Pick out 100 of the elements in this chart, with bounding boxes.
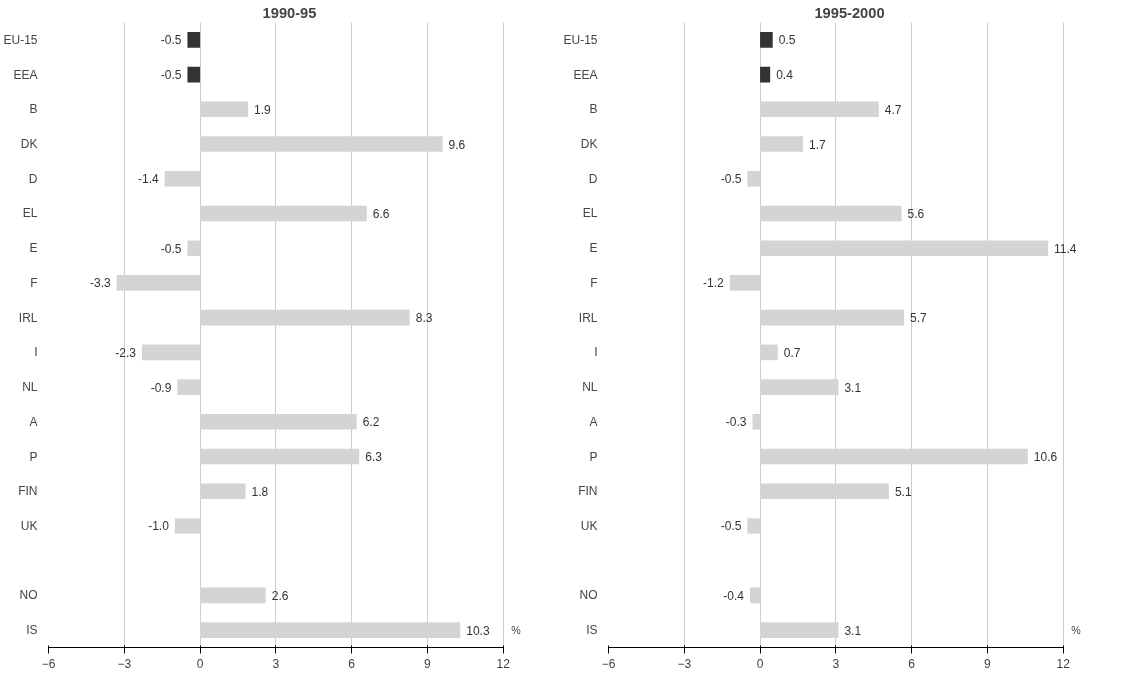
bar xyxy=(177,379,201,395)
data-label: -0.9 xyxy=(150,380,172,395)
data-label: 5.6 xyxy=(907,206,925,221)
x-tick-label: 9 xyxy=(984,656,992,671)
data-label: 1.7 xyxy=(809,137,827,152)
y-tick-label: EL xyxy=(582,206,598,221)
data-label: -0.5 xyxy=(160,68,182,83)
y-tick-label: NO xyxy=(579,588,598,603)
data-label: -2.3 xyxy=(115,345,137,360)
y-tick-label: E xyxy=(589,241,598,256)
bar xyxy=(200,587,266,604)
y-tick-label: DK xyxy=(580,137,598,152)
bar xyxy=(729,275,761,291)
data-label: -1.0 xyxy=(148,519,170,534)
x-tick-label: 3 xyxy=(832,656,840,671)
y-tick-label: DK xyxy=(20,137,38,152)
y-tick-label: A xyxy=(589,414,598,429)
x-tick-label: −3 xyxy=(117,656,132,671)
bar xyxy=(164,170,201,187)
y-tick-label: D xyxy=(28,171,38,186)
chart-title: 1995-2000 xyxy=(814,4,885,21)
bar xyxy=(760,448,1028,465)
data-label: 5.1 xyxy=(894,484,912,499)
x-tick-label: 12 xyxy=(496,656,511,671)
y-tick-label: D xyxy=(588,171,598,186)
data-label: 1.8 xyxy=(251,484,269,499)
data-label: -0.3 xyxy=(725,415,747,430)
y-tick-label: IRL xyxy=(18,310,38,325)
y-tick-label: P xyxy=(589,449,598,464)
bar xyxy=(760,309,905,326)
data-label: 6.3 xyxy=(365,450,383,465)
y-tick-label: NL xyxy=(582,380,598,395)
data-label: -0.5 xyxy=(720,519,742,534)
data-label: 11.4 xyxy=(1054,241,1077,256)
data-label: 1.9 xyxy=(254,102,272,117)
bar xyxy=(760,240,1049,257)
data-label: -1.4 xyxy=(138,172,160,187)
data-label: 8.3 xyxy=(415,311,433,326)
bar xyxy=(760,483,889,500)
x-tick-label: −3 xyxy=(677,656,692,671)
data-label: 9.6 xyxy=(448,137,466,152)
data-label: 3.1 xyxy=(844,623,862,638)
y-tick-label: P xyxy=(29,449,38,464)
data-label: -0.5 xyxy=(720,172,742,187)
y-tick-label: IS xyxy=(586,623,598,638)
x-tick-label: 0 xyxy=(756,656,764,671)
y-tick-label: EU-15 xyxy=(3,32,38,47)
data-label: 5.7 xyxy=(910,311,928,326)
y-tick-label: EEA xyxy=(13,67,38,82)
data-label: 4.7 xyxy=(884,102,902,117)
bar xyxy=(760,136,804,152)
data-label: 0.5 xyxy=(778,33,796,48)
data-label: -0.5 xyxy=(160,33,182,48)
x-tick-label: −6 xyxy=(601,656,616,671)
bar xyxy=(187,240,201,257)
bar xyxy=(200,483,246,500)
chart-title: 1990-95 xyxy=(262,4,317,21)
bar xyxy=(747,518,761,534)
bar xyxy=(760,205,902,222)
x-tick-label: 6 xyxy=(348,656,356,671)
y-tick-label: NL xyxy=(22,380,38,395)
bar xyxy=(760,622,839,638)
y-tick-label: I xyxy=(34,345,38,360)
x-tick-label: −6 xyxy=(41,656,56,671)
data-label: 10.6 xyxy=(1033,450,1058,465)
y-tick-label: EEA xyxy=(573,67,598,82)
bar xyxy=(200,205,367,222)
y-tick-label: IS xyxy=(26,623,38,638)
y-tick-label: NO xyxy=(19,588,38,603)
y-tick-label: UK xyxy=(580,518,598,533)
x-tick-label: 6 xyxy=(908,656,916,671)
bar xyxy=(174,518,201,534)
data-label: -0.5 xyxy=(160,241,182,256)
x-tick-label: 9 xyxy=(424,656,432,671)
bar xyxy=(200,101,249,118)
y-tick-label: FIN xyxy=(578,484,598,499)
y-tick-label: B xyxy=(589,102,598,117)
y-tick-label: E xyxy=(29,241,38,256)
data-label: 6.6 xyxy=(372,206,390,221)
data-label: 2.6 xyxy=(271,588,289,603)
bar xyxy=(200,622,461,638)
data-label: 0.4 xyxy=(776,68,794,83)
data-label: 3.1 xyxy=(844,380,862,395)
bar xyxy=(141,344,201,361)
bar xyxy=(747,170,761,187)
x-tick-label: 3 xyxy=(272,656,280,671)
bar xyxy=(200,136,443,152)
text: % xyxy=(1071,624,1082,637)
bar xyxy=(749,587,761,604)
bar xyxy=(760,101,879,118)
y-tick-label: EL xyxy=(22,206,38,221)
x-tick-label: 0 xyxy=(196,656,204,671)
data-label: -3.3 xyxy=(90,276,112,291)
bar xyxy=(200,448,360,465)
data-label: -0.4 xyxy=(723,588,745,603)
bar xyxy=(760,66,771,83)
y-tick-label: EU-15 xyxy=(563,32,598,47)
x-tick-label: 12 xyxy=(1056,656,1071,671)
data-label: 0.7 xyxy=(783,345,801,360)
y-tick-label: F xyxy=(590,275,598,290)
